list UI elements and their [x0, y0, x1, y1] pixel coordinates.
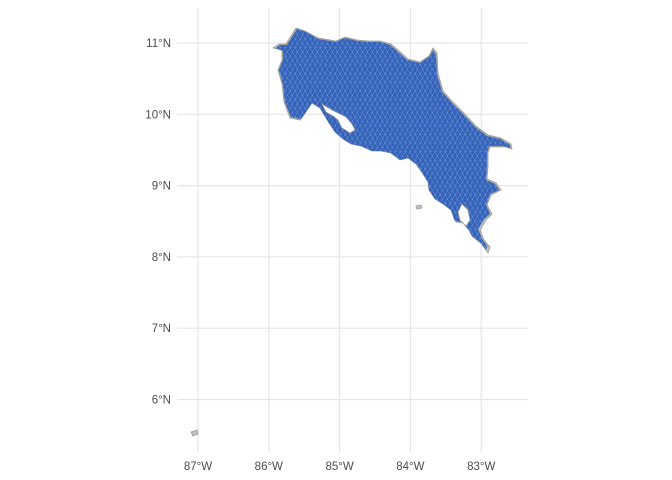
x-axis-labels: 87°W 86°W 85°W 84°W 83°W [184, 461, 496, 473]
isla-del-cano [415, 204, 423, 210]
gulf-of-nicoya [321, 102, 356, 134]
y-tick-label: 11°N [146, 38, 171, 50]
x-tick-label: 85°W [325, 461, 353, 473]
x-tick-label: 87°W [184, 461, 212, 473]
x-tick-label: 86°W [255, 461, 283, 473]
mainland-hex-overlay [276, 29, 510, 250]
x-tick-label: 83°W [467, 461, 495, 473]
golfo-dulce [457, 203, 471, 227]
y-tick-label: 9°N [152, 181, 171, 193]
y-tick-label: 10°N [145, 109, 171, 121]
x-tick-label: 84°W [396, 461, 424, 473]
isla-del-coco [190, 429, 199, 437]
y-tick-label: 6°N [152, 395, 171, 407]
y-tick-label: 8°N [152, 252, 171, 264]
costa-rica-land [190, 27, 513, 437]
y-tick-label: 7°N [152, 323, 171, 335]
y-axis-labels: 11°N 10°N 9°N 8°N 7°N 6°N [145, 38, 171, 407]
